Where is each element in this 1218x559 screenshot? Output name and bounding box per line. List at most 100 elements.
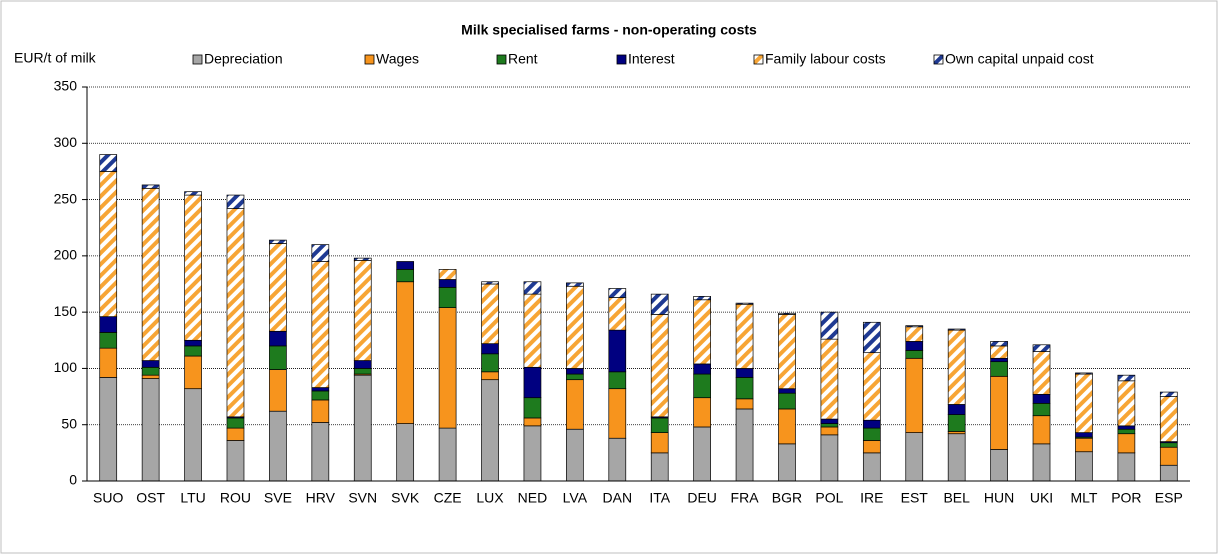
bar-segment [990, 345, 1008, 359]
y-tick-label: 50 [61, 415, 77, 431]
bar-segment [862, 452, 881, 482]
bar-segment [820, 434, 839, 482]
bar-segment [650, 314, 669, 418]
bar-segment [141, 374, 160, 379]
bar-segment [226, 427, 245, 441]
bar-segment [481, 371, 499, 381]
bar-segment [141, 187, 160, 361]
bar-segment [141, 378, 160, 482]
bar-segment [523, 417, 542, 427]
bar-segment [608, 437, 627, 482]
bar-segment [778, 443, 796, 482]
bar-segment [735, 303, 754, 369]
bar-segment [99, 377, 118, 482]
x-tick-label: DEU [687, 490, 717, 506]
x-tick-label: POR [1111, 490, 1141, 506]
bar-segment [396, 269, 415, 283]
x-tick-label: SVK [391, 490, 420, 506]
bar-segment [693, 426, 711, 482]
bar-segment [1159, 442, 1178, 448]
bar-segment [1159, 396, 1178, 442]
x-tick-label: POL [815, 490, 843, 506]
bar-segment [905, 432, 924, 482]
bar-segment [650, 432, 669, 454]
y-tick-label: 0 [69, 472, 77, 488]
bar-segment [990, 357, 1008, 363]
bar-segment [735, 302, 754, 305]
bar-segment [396, 281, 415, 424]
legend-swatch [364, 54, 375, 65]
bar-segment [99, 154, 118, 172]
bar-segment [905, 350, 924, 359]
bar-segment [862, 440, 881, 454]
legend-label: Own capital unpaid cost [945, 51, 1094, 67]
bar-segment [820, 418, 839, 424]
bar-segment [311, 261, 330, 388]
bar-segment [947, 414, 966, 432]
bar-segment [353, 260, 372, 361]
bar-segment [778, 408, 796, 445]
bar-segment [947, 433, 966, 482]
bar-segment [353, 368, 372, 375]
bar-segment [1075, 432, 1093, 438]
bar-segment [99, 171, 118, 317]
bar-segment [269, 345, 287, 370]
bar-segment [396, 261, 415, 270]
y-tick-label: 300 [54, 134, 78, 150]
bar-segment [1159, 446, 1178, 466]
bar-segment [226, 194, 245, 209]
bar-segment [481, 343, 499, 355]
bar-segment [1032, 443, 1051, 482]
bar-segment [990, 341, 1008, 347]
legend-swatch [192, 54, 203, 65]
bar-segment [862, 352, 881, 421]
bar-segment [311, 390, 330, 401]
bar-segment [438, 279, 457, 288]
x-tick-label: SVE [264, 490, 292, 506]
x-tick-label: DAN [603, 490, 633, 506]
x-tick-label: LVA [563, 490, 588, 506]
x-tick-label: OST [136, 490, 165, 506]
bar-segment [1032, 415, 1051, 445]
x-tick-label: IRE [860, 490, 883, 506]
x-tick-label: FRA [731, 490, 760, 506]
bar-segment [99, 332, 118, 349]
bar-segment [269, 410, 287, 482]
bar-segment [650, 417, 669, 433]
y-tick-label: 100 [54, 359, 78, 375]
x-tick-label: NED [518, 490, 548, 506]
bar-segment [1075, 372, 1093, 375]
y-tick-label: 200 [54, 247, 78, 263]
bar-segment [1075, 373, 1093, 433]
bar-segment [905, 326, 924, 342]
bar-segment [735, 408, 754, 482]
bar-segment [693, 363, 711, 375]
bar-segment [735, 377, 754, 400]
bar-segment [311, 399, 330, 423]
bar-segment [820, 311, 839, 340]
bar-segment [990, 449, 1008, 482]
bar-segment [523, 366, 542, 399]
bar-segment [438, 427, 457, 482]
bar-segment [608, 371, 627, 390]
bar-segment [184, 339, 202, 347]
bar-segment [566, 368, 584, 375]
bar-segment [778, 314, 796, 390]
bar-segment [523, 397, 542, 419]
bar-segment [184, 345, 202, 357]
x-tick-label: SVN [348, 490, 377, 506]
bar-segment [523, 293, 542, 368]
bar-segment [438, 269, 457, 280]
x-tick-label: LUX [476, 490, 504, 506]
bar-segment [269, 369, 287, 412]
x-tick-label: LTU [180, 490, 205, 506]
bar-segment [438, 307, 457, 429]
bar-segment [1032, 351, 1051, 395]
legend-label: Depreciation [204, 51, 283, 67]
bar-segment [566, 428, 584, 482]
x-tick-label: ITA [649, 490, 670, 506]
bar-segment [353, 257, 372, 261]
bar-segment [608, 329, 627, 373]
x-tick-label: ROU [220, 490, 251, 506]
x-tick-label: BEL [943, 490, 970, 506]
